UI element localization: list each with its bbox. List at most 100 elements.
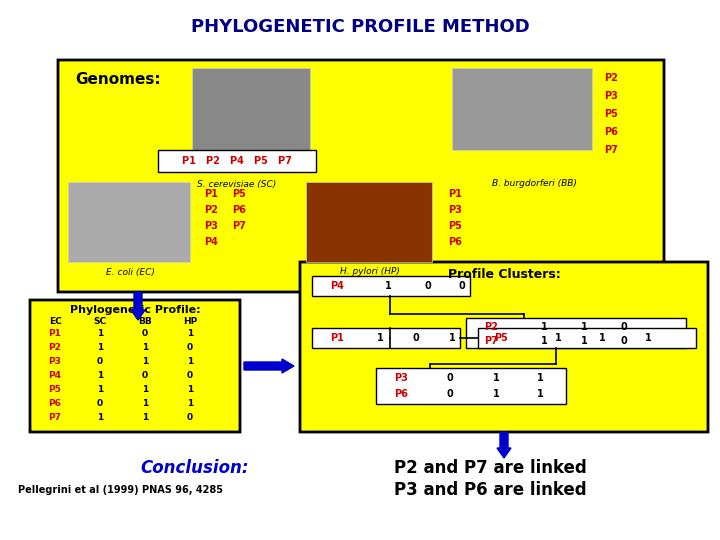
FancyBboxPatch shape [300, 262, 708, 432]
Bar [466, 318, 686, 348]
FancyArrow shape [244, 359, 294, 373]
Text: 1: 1 [536, 389, 544, 399]
Text: 1: 1 [142, 399, 148, 408]
Text: 0: 0 [187, 342, 193, 352]
Text: P2: P2 [204, 205, 218, 215]
Text: PHYLOGENETIC PROFILE METHOD: PHYLOGENETIC PROFILE METHOD [191, 18, 529, 36]
Text: P3: P3 [204, 221, 218, 231]
Text: 1: 1 [97, 342, 103, 352]
FancyBboxPatch shape [58, 60, 664, 292]
FancyArrow shape [497, 432, 511, 458]
Text: P5: P5 [48, 384, 61, 394]
Text: P6: P6 [394, 389, 408, 399]
Text: P4: P4 [330, 281, 344, 291]
Bar [312, 276, 470, 296]
Text: B. burgdorferi (BB): B. burgdorferi (BB) [492, 179, 577, 188]
Bar [68, 182, 190, 262]
Text: 0: 0 [459, 281, 465, 291]
Text: P1   P2   P4   P5   P7: P1 P2 P4 P5 P7 [182, 156, 292, 166]
Text: Genomes:: Genomes: [75, 72, 161, 87]
Text: 1: 1 [580, 322, 588, 332]
Text: 1: 1 [554, 333, 562, 343]
Text: BB: BB [138, 318, 152, 327]
Text: Profile Clusters:: Profile Clusters: [448, 267, 560, 280]
Text: P6: P6 [232, 205, 246, 215]
Text: P3 and P6 are linked: P3 and P6 are linked [394, 481, 586, 499]
Text: Conclusion:: Conclusion: [140, 459, 249, 477]
Text: P6: P6 [48, 399, 61, 408]
Text: P1: P1 [204, 189, 218, 199]
FancyBboxPatch shape [30, 300, 240, 432]
Bar [192, 68, 310, 150]
Text: H. pylori (HP): H. pylori (HP) [340, 267, 400, 276]
Text: P5: P5 [604, 109, 618, 119]
Text: Phylogenetic Profile:: Phylogenetic Profile: [70, 305, 200, 315]
Text: 1: 1 [187, 356, 193, 366]
Text: P3: P3 [604, 91, 618, 101]
Text: 1: 1 [449, 333, 455, 343]
Text: P1: P1 [448, 189, 462, 199]
Text: P1: P1 [330, 333, 344, 343]
Text: 1: 1 [187, 399, 193, 408]
Text: 0: 0 [446, 389, 454, 399]
Text: 0: 0 [187, 370, 193, 380]
Text: P1: P1 [48, 328, 61, 338]
Text: 1: 1 [97, 413, 103, 422]
Text: 1: 1 [97, 370, 103, 380]
Text: P2: P2 [604, 73, 618, 83]
Text: P5: P5 [494, 333, 508, 343]
Text: 1: 1 [644, 333, 652, 343]
Text: 1: 1 [97, 384, 103, 394]
Text: 1: 1 [187, 384, 193, 394]
Text: 0: 0 [97, 399, 103, 408]
Text: 1: 1 [187, 328, 193, 338]
Text: EC: EC [49, 318, 61, 327]
Text: 0: 0 [413, 333, 419, 343]
Text: 1: 1 [492, 373, 500, 383]
Text: P7: P7 [604, 145, 618, 155]
Text: Pellegrini et al (1999) PNAS 96, 4285: Pellegrini et al (1999) PNAS 96, 4285 [17, 485, 222, 495]
Text: 1: 1 [377, 333, 383, 343]
Text: P7: P7 [48, 413, 61, 422]
Text: 1: 1 [580, 336, 588, 346]
Text: P2: P2 [48, 342, 61, 352]
Text: P3: P3 [394, 373, 408, 383]
Bar [376, 368, 566, 404]
Text: P6: P6 [604, 127, 618, 137]
Text: 1: 1 [536, 373, 544, 383]
Text: P5: P5 [232, 189, 246, 199]
FancyArrow shape [131, 292, 145, 320]
Text: HP: HP [183, 318, 197, 327]
Text: P2: P2 [484, 322, 498, 332]
Text: P2 and P7 are linked: P2 and P7 are linked [394, 459, 586, 477]
Text: 0: 0 [142, 370, 148, 380]
Text: 1: 1 [384, 281, 392, 291]
Text: 1: 1 [97, 328, 103, 338]
Text: 0: 0 [187, 413, 193, 422]
Text: P3: P3 [48, 356, 61, 366]
Text: 1: 1 [142, 413, 148, 422]
Text: P3: P3 [448, 205, 462, 215]
Text: 1: 1 [598, 333, 606, 343]
Bar [306, 182, 432, 262]
Text: P4: P4 [48, 370, 61, 380]
Bar [452, 68, 592, 150]
Text: P4: P4 [204, 237, 218, 247]
Text: 1: 1 [142, 384, 148, 394]
Text: 1: 1 [142, 356, 148, 366]
Text: P6: P6 [448, 237, 462, 247]
Text: SC: SC [94, 318, 107, 327]
Text: S. cerevisiae (SC): S. cerevisiae (SC) [197, 179, 276, 188]
Text: 0: 0 [97, 356, 103, 366]
Text: 1: 1 [541, 336, 547, 346]
Text: 0: 0 [142, 328, 148, 338]
Text: P5: P5 [448, 221, 462, 231]
Bar [312, 328, 460, 348]
Text: 1: 1 [541, 322, 547, 332]
Text: E. coli (EC): E. coli (EC) [106, 267, 154, 276]
Text: P7: P7 [484, 336, 498, 346]
Bar [158, 150, 316, 172]
Text: 1: 1 [492, 389, 500, 399]
Text: 0: 0 [446, 373, 454, 383]
Text: 0: 0 [621, 336, 627, 346]
